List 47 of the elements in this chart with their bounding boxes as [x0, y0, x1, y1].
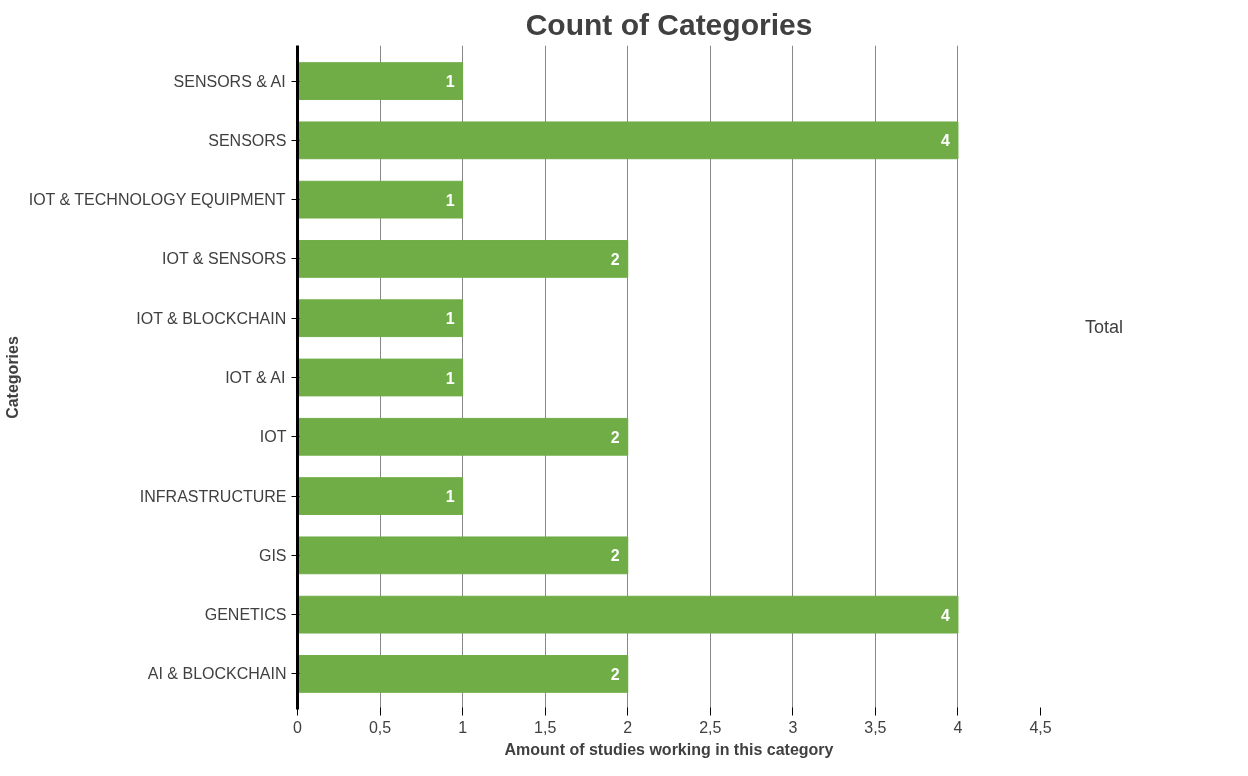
bar	[297, 358, 464, 397]
y-tick-label: GENETICS	[204, 606, 287, 624]
data-label: 4	[941, 606, 951, 624]
x-tick-label: 2	[623, 718, 633, 736]
bar	[297, 62, 464, 100]
y-tick-label: IOT	[259, 428, 287, 446]
x-tick-label: 3,5	[864, 718, 887, 736]
x-tick-label: 1	[458, 718, 468, 736]
y-tick-label: AI & BLOCKCHAIN	[147, 665, 287, 683]
data-label: 2	[610, 428, 620, 446]
bar	[297, 536, 629, 575]
bar	[297, 180, 464, 219]
bar	[297, 240, 629, 278]
y-tick-label: INFRASTRUCTURE	[139, 487, 287, 505]
x-tick-label: 3	[788, 718, 798, 736]
x-axis-title: Amount of studies working in this category	[504, 740, 834, 758]
data-label: 4	[941, 132, 951, 150]
chart-title: Count of Categories	[525, 7, 813, 41]
bar	[297, 121, 959, 160]
x-tick-label: 0,5	[368, 718, 392, 736]
y-tick-label: SENSORS	[208, 131, 287, 149]
data-label: 2	[610, 547, 620, 565]
x-tick-label: 2,5	[699, 718, 722, 736]
bar	[297, 417, 629, 456]
y-axis-title: Categories	[3, 336, 21, 419]
x-tick-label: 1,5	[534, 718, 557, 736]
bar	[297, 299, 464, 338]
bar	[297, 595, 959, 634]
y-tick-label: IOT & BLOCKCHAIN	[136, 309, 287, 327]
data-label: 1	[445, 310, 455, 328]
bar	[297, 477, 464, 515]
data-label: 2	[610, 665, 620, 683]
data-label: 1	[445, 191, 455, 209]
data-label: 1	[445, 73, 455, 91]
y-tick-label: IOT & SENSORS	[162, 250, 287, 268]
y-tick-label: IOT & AI	[225, 369, 286, 386]
data-label: 1	[445, 369, 455, 387]
x-tick-label: 4,5	[1029, 718, 1052, 736]
legend-title: Total	[1085, 316, 1124, 339]
y-tick-label: GIS	[258, 546, 287, 564]
y-tick-label: IOT & TECHNOLOGY EQUIPMENT	[28, 191, 286, 209]
x-tick-label: 4	[953, 718, 963, 736]
data-label: 1	[445, 488, 455, 506]
x-tick-label: 0	[293, 718, 303, 736]
bar	[297, 655, 629, 693]
y-tick-label: SENSORS & AI	[173, 72, 286, 90]
data-label: 2	[610, 250, 620, 268]
